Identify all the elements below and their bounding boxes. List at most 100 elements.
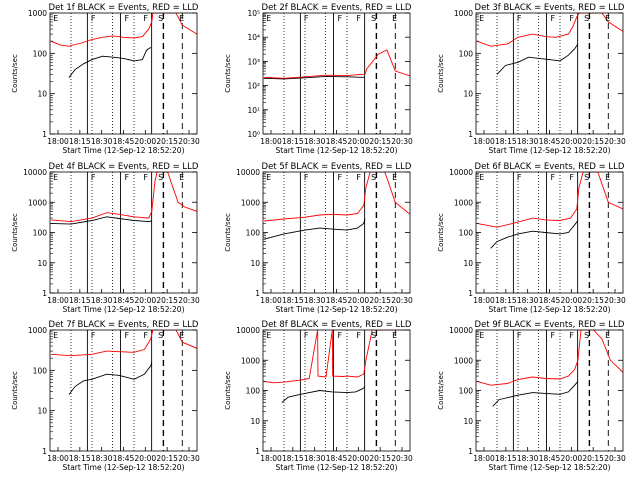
flag-label: E — [179, 331, 184, 340]
x-tick-label: 18:45 — [326, 454, 348, 463]
y-tick-label: 10000 — [236, 326, 260, 335]
x-tick-label: 20:15 — [369, 454, 391, 463]
panel-title: Det 4f BLACK = Events, RED = LLD — [49, 162, 199, 172]
plot-area — [476, 330, 623, 451]
flag-label: F — [356, 14, 361, 23]
y-axis-label: Counts/sec — [224, 213, 232, 252]
x-tick-label: 18:15 — [282, 296, 304, 305]
flag-label: F — [338, 173, 343, 182]
flag-label: E — [605, 331, 610, 340]
flag-label: S — [584, 14, 589, 23]
flag-label: E — [266, 14, 271, 23]
lld-series-line — [476, 330, 623, 386]
panel-title: Det 1f BLACK = Events, RED = LLD — [49, 3, 199, 13]
flag-label: F — [338, 331, 343, 340]
x-tick-label: 18:30 — [304, 454, 326, 463]
y-tick-label: 10⁴ — [247, 33, 260, 42]
flag-label: E — [179, 173, 184, 182]
y-axis-label: Counts/sec — [224, 54, 232, 93]
flag-label: S — [371, 331, 376, 340]
y-axis-label: Counts/sec — [437, 54, 445, 93]
flag-label: S — [371, 14, 376, 23]
x-axis-label: Start Time (12-Sep-12 18:52:20) — [489, 463, 611, 472]
lld-series-line — [50, 13, 197, 47]
events-series-line — [490, 220, 579, 249]
x-tick-label: 18:30 — [517, 137, 539, 146]
y-tick-label: 100 — [459, 49, 474, 58]
flag-label: E — [266, 331, 271, 340]
x-tick-label: 18:00 — [47, 454, 69, 463]
plot-area — [476, 13, 623, 134]
lld-series-line — [264, 49, 410, 79]
y-tick-label: 1000 — [454, 198, 473, 207]
lld-series-line — [50, 330, 197, 357]
x-tick-label: 18:30 — [304, 137, 326, 146]
events-series-line — [492, 381, 579, 407]
x-tick-label: 20:00 — [348, 137, 370, 146]
y-tick-label: 10³ — [247, 57, 260, 66]
x-tick-label: 18:15 — [69, 137, 91, 146]
x-tick-label: 20:30 — [178, 137, 200, 146]
axes-frame — [262, 12, 411, 135]
y-tick-label: 10² — [247, 82, 260, 91]
y-tick-label: 10000 — [449, 326, 473, 335]
events-series-line — [50, 216, 152, 225]
x-tick-label: 20:30 — [604, 454, 626, 463]
x-tick-label: 18:15 — [495, 296, 517, 305]
x-tick-label: 18:00 — [473, 454, 495, 463]
flag-label: F — [356, 173, 361, 182]
y-tick-label: 1000 — [28, 198, 47, 207]
flag-label: E — [53, 14, 58, 23]
plot-area — [50, 13, 197, 134]
y-tick-label: 10000 — [236, 168, 260, 177]
flag-label: F — [125, 331, 130, 340]
x-tick-label: 20:30 — [391, 454, 413, 463]
x-tick-label: 18:30 — [91, 454, 113, 463]
flag-label: F — [143, 173, 148, 182]
plot-area — [264, 13, 410, 134]
x-tick-label: 20:30 — [604, 296, 626, 305]
x-tick-label: 20:00 — [135, 137, 157, 146]
x-tick-label: 20:00 — [135, 454, 157, 463]
y-tick-label: 1 — [255, 447, 260, 456]
x-tick-label: 18:15 — [282, 137, 304, 146]
x-axis-label: Start Time (12-Sep-12 18:52:20) — [63, 146, 185, 155]
x-tick-label: 18:00 — [473, 137, 495, 146]
y-tick-label: 1000 — [241, 198, 260, 207]
y-tick-label: 10¹ — [247, 106, 260, 115]
flag-label: E — [479, 14, 484, 23]
y-tick-label: 1 — [255, 289, 260, 298]
x-tick-label: 20:15 — [582, 296, 604, 305]
y-tick-label: 100 — [459, 229, 474, 238]
y-tick-label: 10 — [463, 90, 473, 99]
x-tick-label: 20:15 — [582, 137, 604, 146]
x-tick-label: 20:15 — [156, 454, 178, 463]
y-tick-label: 1 — [468, 447, 473, 456]
flag-label: E — [53, 331, 58, 340]
y-axis-label: Counts/sec — [437, 213, 445, 252]
x-tick-label: 20:00 — [561, 137, 583, 146]
y-tick-label: 1000 — [241, 356, 260, 365]
plot-area — [50, 330, 197, 451]
y-tick-label: 100 — [246, 387, 261, 396]
flag-label: F — [569, 173, 574, 182]
flag-label: S — [158, 14, 163, 23]
x-tick-label: 18:30 — [517, 454, 539, 463]
y-tick-label: 1000 — [454, 356, 473, 365]
axes-frame — [262, 329, 411, 452]
y-tick-label: 10 — [37, 259, 47, 268]
x-tick-label: 20:30 — [391, 296, 413, 305]
y-tick-label: 1 — [468, 289, 473, 298]
y-tick-label: 10 — [463, 259, 473, 268]
y-tick-label: 1000 — [28, 326, 47, 335]
flag-label: F — [569, 331, 574, 340]
y-axis-label: Counts/sec — [11, 54, 19, 93]
x-tick-label: 18:45 — [326, 296, 348, 305]
events-series-line — [281, 386, 366, 403]
y-tick-label: 100 — [33, 366, 48, 375]
panel-title: Det 8f BLACK = Events, RED = LLD — [262, 320, 412, 330]
x-axis-label: Start Time (12-Sep-12 18:52:20) — [63, 463, 185, 472]
